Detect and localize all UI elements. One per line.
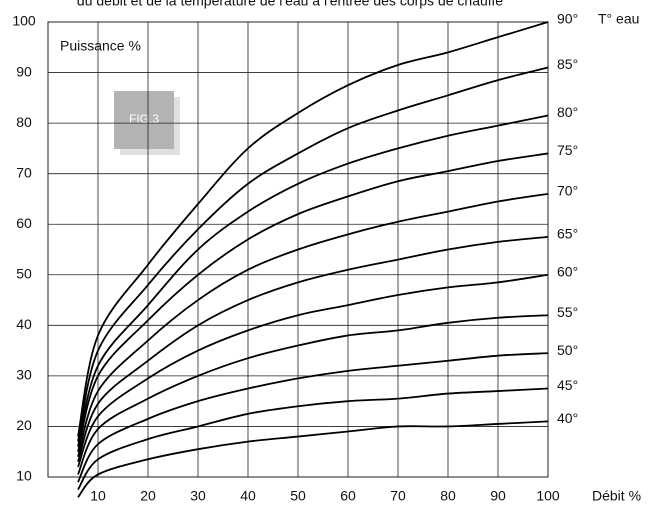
x-tick-label: 40 — [240, 488, 256, 504]
series-label: 70° — [557, 183, 578, 199]
x-tick-label: 20 — [140, 488, 156, 504]
curve — [77, 235, 549, 463]
curve — [77, 273, 549, 468]
series-label: 45° — [557, 377, 578, 393]
curve — [77, 152, 549, 452]
figure-badge — [114, 91, 174, 149]
y-tick-label: 20 — [16, 417, 32, 433]
y-tick-label: 50 — [16, 265, 32, 281]
x-tick-label: 100 — [536, 488, 560, 504]
curve — [77, 352, 549, 483]
series-label: 90° — [557, 11, 578, 27]
series-label: 60° — [557, 263, 578, 279]
series-label: 50° — [557, 342, 578, 358]
x-tick-label: 70 — [390, 488, 406, 504]
series-label: 85° — [557, 56, 578, 72]
curve — [77, 314, 549, 475]
curve — [77, 387, 549, 491]
y-axis-label: Puissance % — [60, 38, 141, 54]
series-label: 80° — [557, 104, 578, 120]
x-tick-label: 80 — [440, 488, 456, 504]
y-tick-label: 60 — [16, 215, 32, 231]
series-label: 40° — [557, 410, 578, 426]
figure-label: FIG.3 — [129, 112, 159, 126]
curve — [77, 21, 549, 437]
series-label: 55° — [557, 304, 578, 320]
legend-title: T° eau — [598, 11, 639, 27]
series-label: 75° — [557, 142, 578, 158]
y-tick-label: 40 — [16, 316, 32, 332]
x-tick-label: 60 — [340, 488, 356, 504]
curve — [77, 420, 549, 498]
chart-title: du débit et de la température de l'eau à… — [77, 0, 503, 9]
curve — [77, 192, 549, 458]
y-tick-label: 80 — [16, 114, 32, 130]
y-tick-label: 70 — [16, 164, 32, 180]
x-tick-label: 30 — [190, 488, 206, 504]
x-tick-label: 90 — [490, 488, 506, 504]
series-label: 65° — [557, 226, 578, 242]
y-tick-label: 90 — [16, 63, 32, 79]
y-tick-label: 100 — [12, 13, 36, 29]
y-tick-label: 30 — [16, 367, 32, 383]
curve — [77, 66, 549, 442]
curve — [77, 114, 549, 447]
x-tick-label: 50 — [290, 488, 306, 504]
x-tick-label: 10 — [90, 488, 106, 504]
y-tick-label: 10 — [16, 468, 32, 484]
x-axis-label: Débit % — [592, 488, 641, 504]
